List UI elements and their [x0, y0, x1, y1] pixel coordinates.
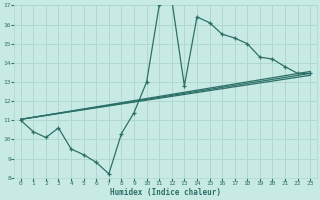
X-axis label: Humidex (Indice chaleur): Humidex (Indice chaleur)	[110, 188, 221, 197]
